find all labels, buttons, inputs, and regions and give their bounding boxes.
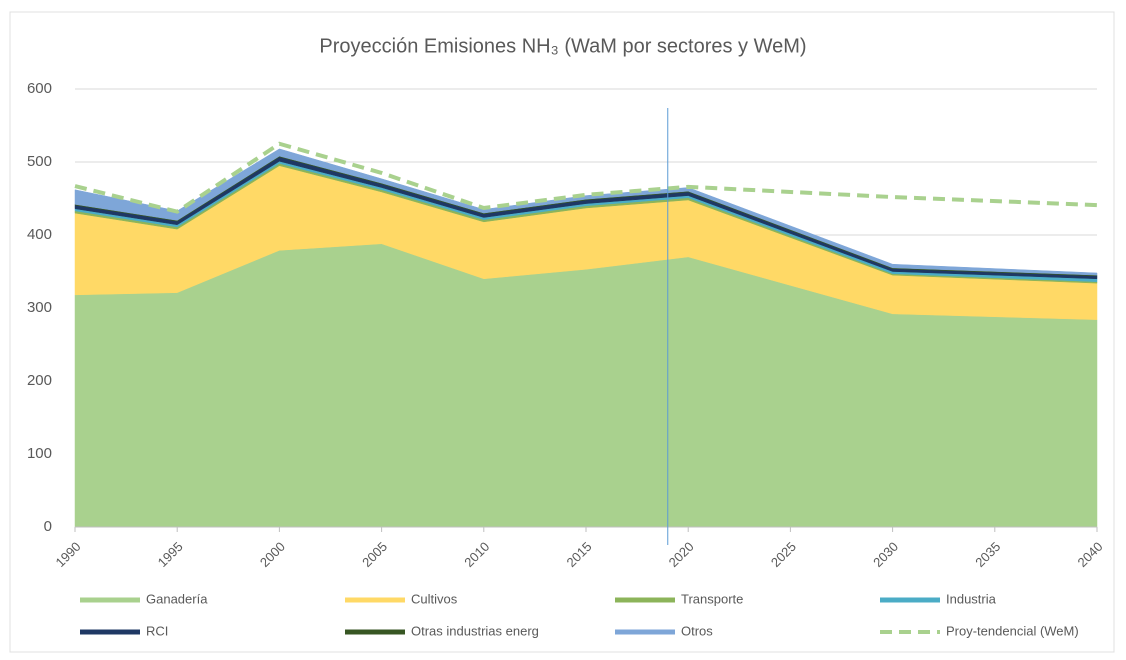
legend-label: Otras industrias energ: [411, 623, 539, 638]
chart-title: Proyección Emisiones NH₃ (WaM por sector…: [319, 35, 806, 57]
legend-label: Transporte: [681, 591, 743, 606]
legend-label: Industria: [946, 591, 997, 606]
line: [74, 141, 1098, 214]
y-tick-label: 0: [44, 518, 52, 535]
legend-label: RCI: [146, 623, 168, 638]
legend-label: Otros: [681, 623, 713, 638]
y-tick-label: 400: [27, 226, 52, 243]
legend-label: Ganadería: [146, 591, 208, 606]
y-tick-label: 200: [27, 372, 52, 389]
y-tick-label: 300: [27, 299, 52, 316]
legend-label: Proy-tendencial (WeM): [946, 623, 1079, 638]
y-tick-label: 500: [27, 153, 52, 170]
legend-label: Cultivos: [411, 591, 458, 606]
y-tick-label: 600: [27, 80, 52, 97]
area: [74, 148, 1098, 276]
y-tick-label: 100: [27, 445, 52, 462]
